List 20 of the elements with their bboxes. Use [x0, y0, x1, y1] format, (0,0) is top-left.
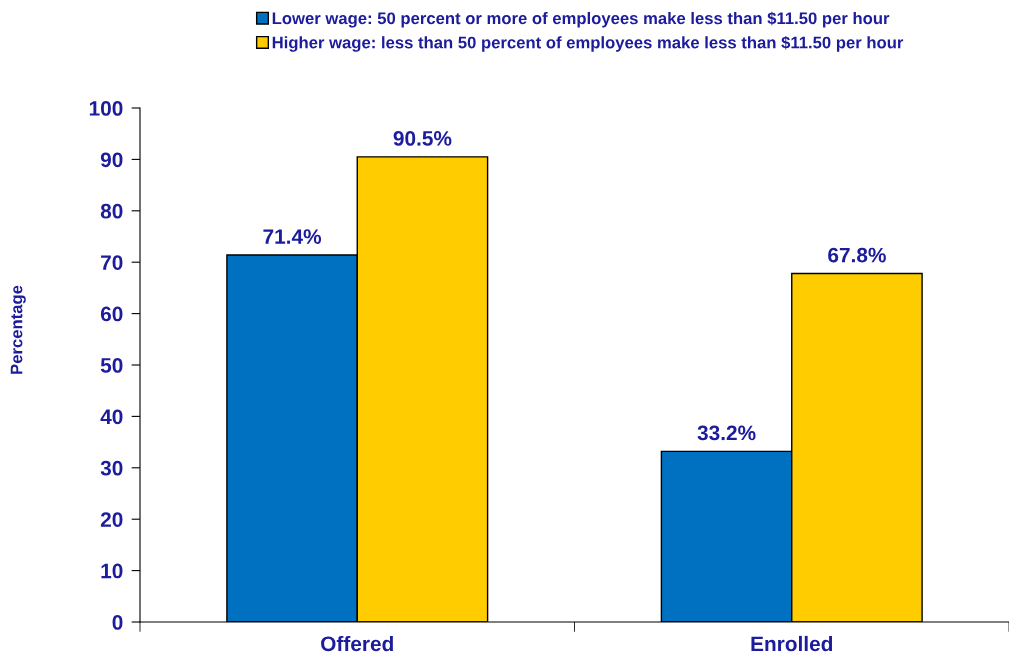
y-tick-label: 60 [100, 306, 123, 322]
data-label: 33.2% [697, 425, 756, 441]
legend-label: Lower wage: 50 percent or more of employees make less than $11.50 per hour [272, 11, 890, 28]
y-tick-label: 20 [100, 512, 123, 527]
y-tick-label: 80 [100, 203, 123, 219]
legend-label: Higher wage: less than 50 percent of employees make less than $11.50 per hour [272, 35, 904, 52]
y-tick-label: 70 [101, 255, 123, 270]
y-tick-label: 50 [100, 358, 123, 373]
y-tick-label: 40 [100, 409, 123, 425]
y-tick-label: 30 [100, 460, 123, 476]
data-label: 67.8% [828, 247, 886, 263]
y-tick-label: 0 [112, 615, 123, 630]
x-tick-label: Offered [321, 635, 393, 652]
y-tick-label: 90 [100, 152, 123, 168]
y-tick-label: 100 [89, 101, 123, 116]
y-axis-title: Percentage [10, 285, 26, 374]
y-tick-label: 10 [101, 563, 123, 579]
data-label: 90.5% [393, 131, 452, 146]
x-tick-label: Enrolled [751, 635, 833, 652]
data-label: 71.4% [263, 229, 322, 244]
